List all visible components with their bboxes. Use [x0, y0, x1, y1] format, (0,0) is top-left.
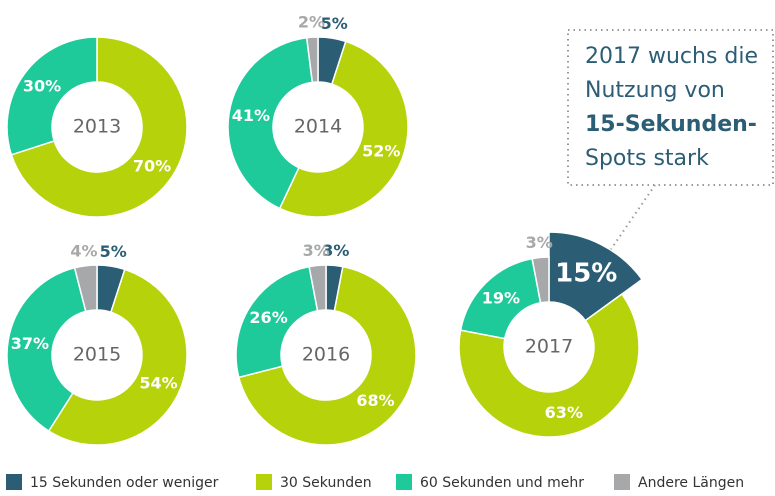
donut-slice — [531, 256, 550, 304]
data-label: 26% — [249, 308, 287, 327]
annotation-line: 15-Sekunden- — [585, 112, 757, 137]
year-label: 2015 — [73, 344, 121, 366]
annotation-line: 2017 wuchs die — [585, 44, 758, 69]
donut-slice — [548, 231, 644, 322]
donut-slice — [73, 264, 98, 313]
year-label: 2014 — [294, 116, 342, 138]
data-label: 52% — [362, 142, 400, 161]
data-label: 63% — [545, 403, 583, 422]
annotation-pointer — [604, 184, 656, 259]
donut-slice — [47, 268, 188, 446]
legend-swatch — [614, 474, 630, 490]
data-label: 30% — [23, 77, 61, 96]
year-label: 2017 — [525, 336, 573, 358]
donut-slice — [305, 36, 319, 84]
donut-slice — [278, 40, 409, 218]
annotation-line: Nutzung von — [585, 78, 725, 103]
annotation: 2017 wuchs die Nutzung von 15-Sekunden- … — [585, 44, 758, 171]
donut-slice — [235, 265, 319, 379]
donut-slice — [6, 266, 87, 433]
data-label: 68% — [356, 391, 394, 410]
donut-slice — [237, 265, 417, 446]
donut-slice — [6, 36, 98, 156]
data-label: 70% — [133, 156, 171, 175]
legend-swatch — [6, 474, 22, 490]
data-label: 19% — [482, 288, 520, 307]
data-label: 41% — [232, 106, 270, 125]
legend-label: 30 Sekunden — [280, 475, 372, 491]
donut-slice — [227, 36, 314, 210]
donut-slice — [308, 264, 327, 312]
legend-swatch — [396, 474, 412, 490]
data-label: 54% — [139, 373, 177, 392]
data-label: 5% — [100, 242, 127, 261]
data-label: 3% — [526, 233, 553, 252]
annotation-line: Spots stark — [585, 146, 709, 171]
legend-label: Andere Längen — [638, 475, 744, 491]
data-label: 37% — [11, 334, 49, 353]
data-label: 15% — [555, 258, 617, 288]
data-label: 4% — [70, 241, 97, 260]
year-label: 2016 — [302, 344, 350, 366]
legend-label: 15 Sekunden oder weniger — [30, 475, 219, 491]
donut-slice — [458, 293, 640, 438]
data-label: 3% — [303, 241, 330, 260]
year-label: 2013 — [73, 116, 121, 138]
data-label: 2% — [298, 13, 325, 32]
legend-label: 60 Sekunden und mehr — [420, 475, 584, 491]
annotation-box — [567, 29, 774, 186]
data-label: 5% — [321, 14, 348, 33]
donut-slice — [10, 36, 188, 218]
legend-swatch — [256, 474, 272, 490]
data-label: 3% — [322, 241, 349, 260]
